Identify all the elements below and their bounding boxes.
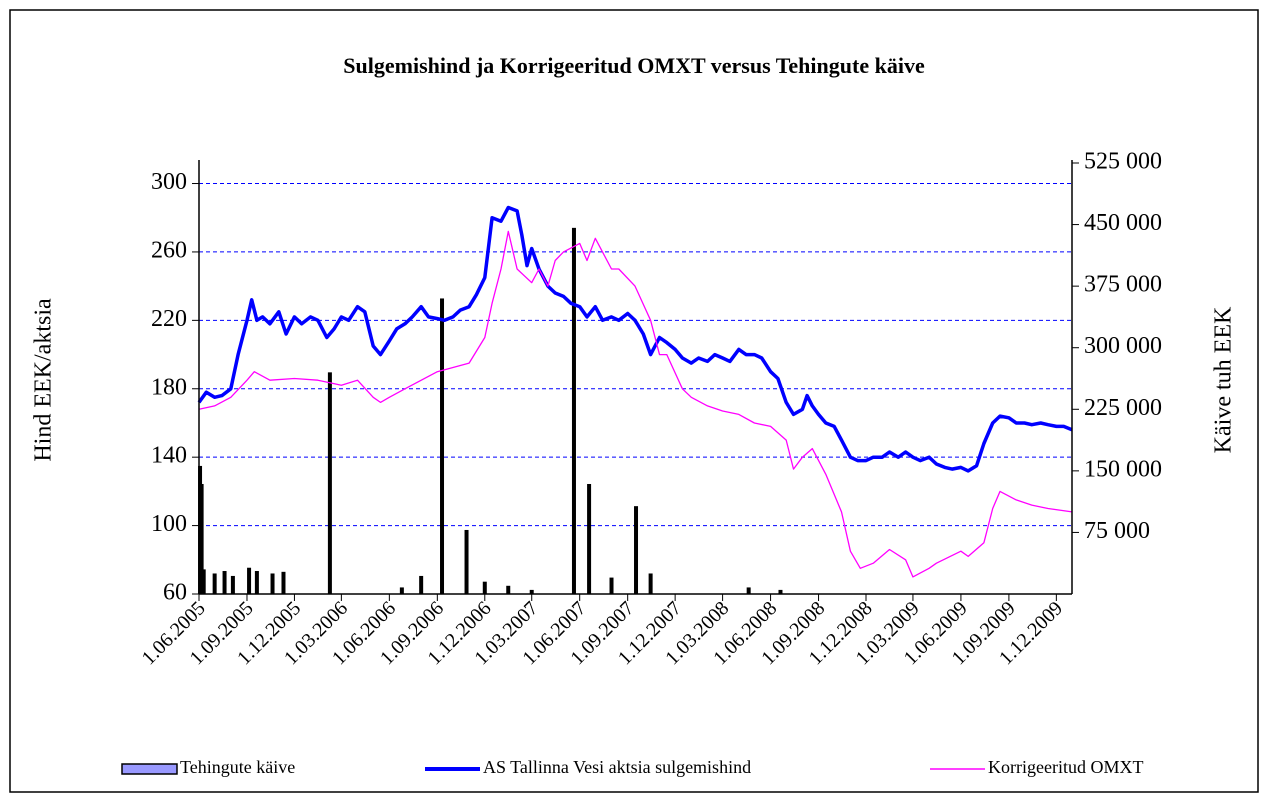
bar <box>634 506 639 594</box>
line <box>197 205 1073 473</box>
bar <box>199 483 204 594</box>
y2-tick-label: 75 000 <box>1084 518 1150 544</box>
bar <box>778 589 783 594</box>
legend-label: AS Tallinna Vesi aktsia sulgemishind <box>483 757 751 777</box>
y2-tick-label: 525 000 <box>1084 149 1162 175</box>
chart-frame <box>9 9 1259 793</box>
bar <box>482 581 487 594</box>
bar <box>254 571 259 594</box>
chart-title: Sulgemishind ja Korrigeeritud OMXT versu… <box>343 53 925 78</box>
bar <box>506 585 511 594</box>
y-tick-label: 180 <box>151 374 187 400</box>
y2-tick-label: 450 000 <box>1084 210 1162 236</box>
bar <box>247 567 252 594</box>
y-tick-label: 220 <box>151 306 187 332</box>
bar <box>327 372 332 594</box>
bar <box>222 571 227 594</box>
bar <box>399 587 404 594</box>
bar <box>529 589 534 594</box>
bar <box>270 573 275 594</box>
bar <box>230 575 235 594</box>
bar <box>281 571 286 594</box>
bar <box>571 227 576 595</box>
legend-swatch <box>121 763 178 775</box>
bar <box>746 587 751 594</box>
y-tick-label: 300 <box>151 169 187 195</box>
legend-label: Tehingute käive <box>180 757 295 777</box>
bar <box>464 529 469 594</box>
y-axis-label: Hind EEK/aktsia <box>31 298 57 462</box>
y-tick-label: 100 <box>151 511 187 537</box>
bar <box>609 577 614 594</box>
bar <box>212 573 217 594</box>
bar <box>648 573 653 594</box>
y2-tick-label: 225 000 <box>1084 395 1162 421</box>
y-tick-label: 140 <box>151 443 187 469</box>
line <box>198 230 1073 578</box>
y-tick-label: 260 <box>151 237 187 263</box>
bar <box>440 298 445 594</box>
y-tick-label: 60 <box>163 580 187 606</box>
bar <box>201 569 206 594</box>
bar <box>419 575 424 594</box>
y2-tick-label: 375 000 <box>1084 272 1162 298</box>
y2-axis-label: Käive tuh EEK <box>1211 306 1237 453</box>
legend-label: Korrigeeritud OMXT <box>988 757 1143 777</box>
bar <box>587 483 592 594</box>
y2-tick-label: 300 000 <box>1084 333 1162 359</box>
y2-tick-label: 150 000 <box>1084 456 1162 482</box>
